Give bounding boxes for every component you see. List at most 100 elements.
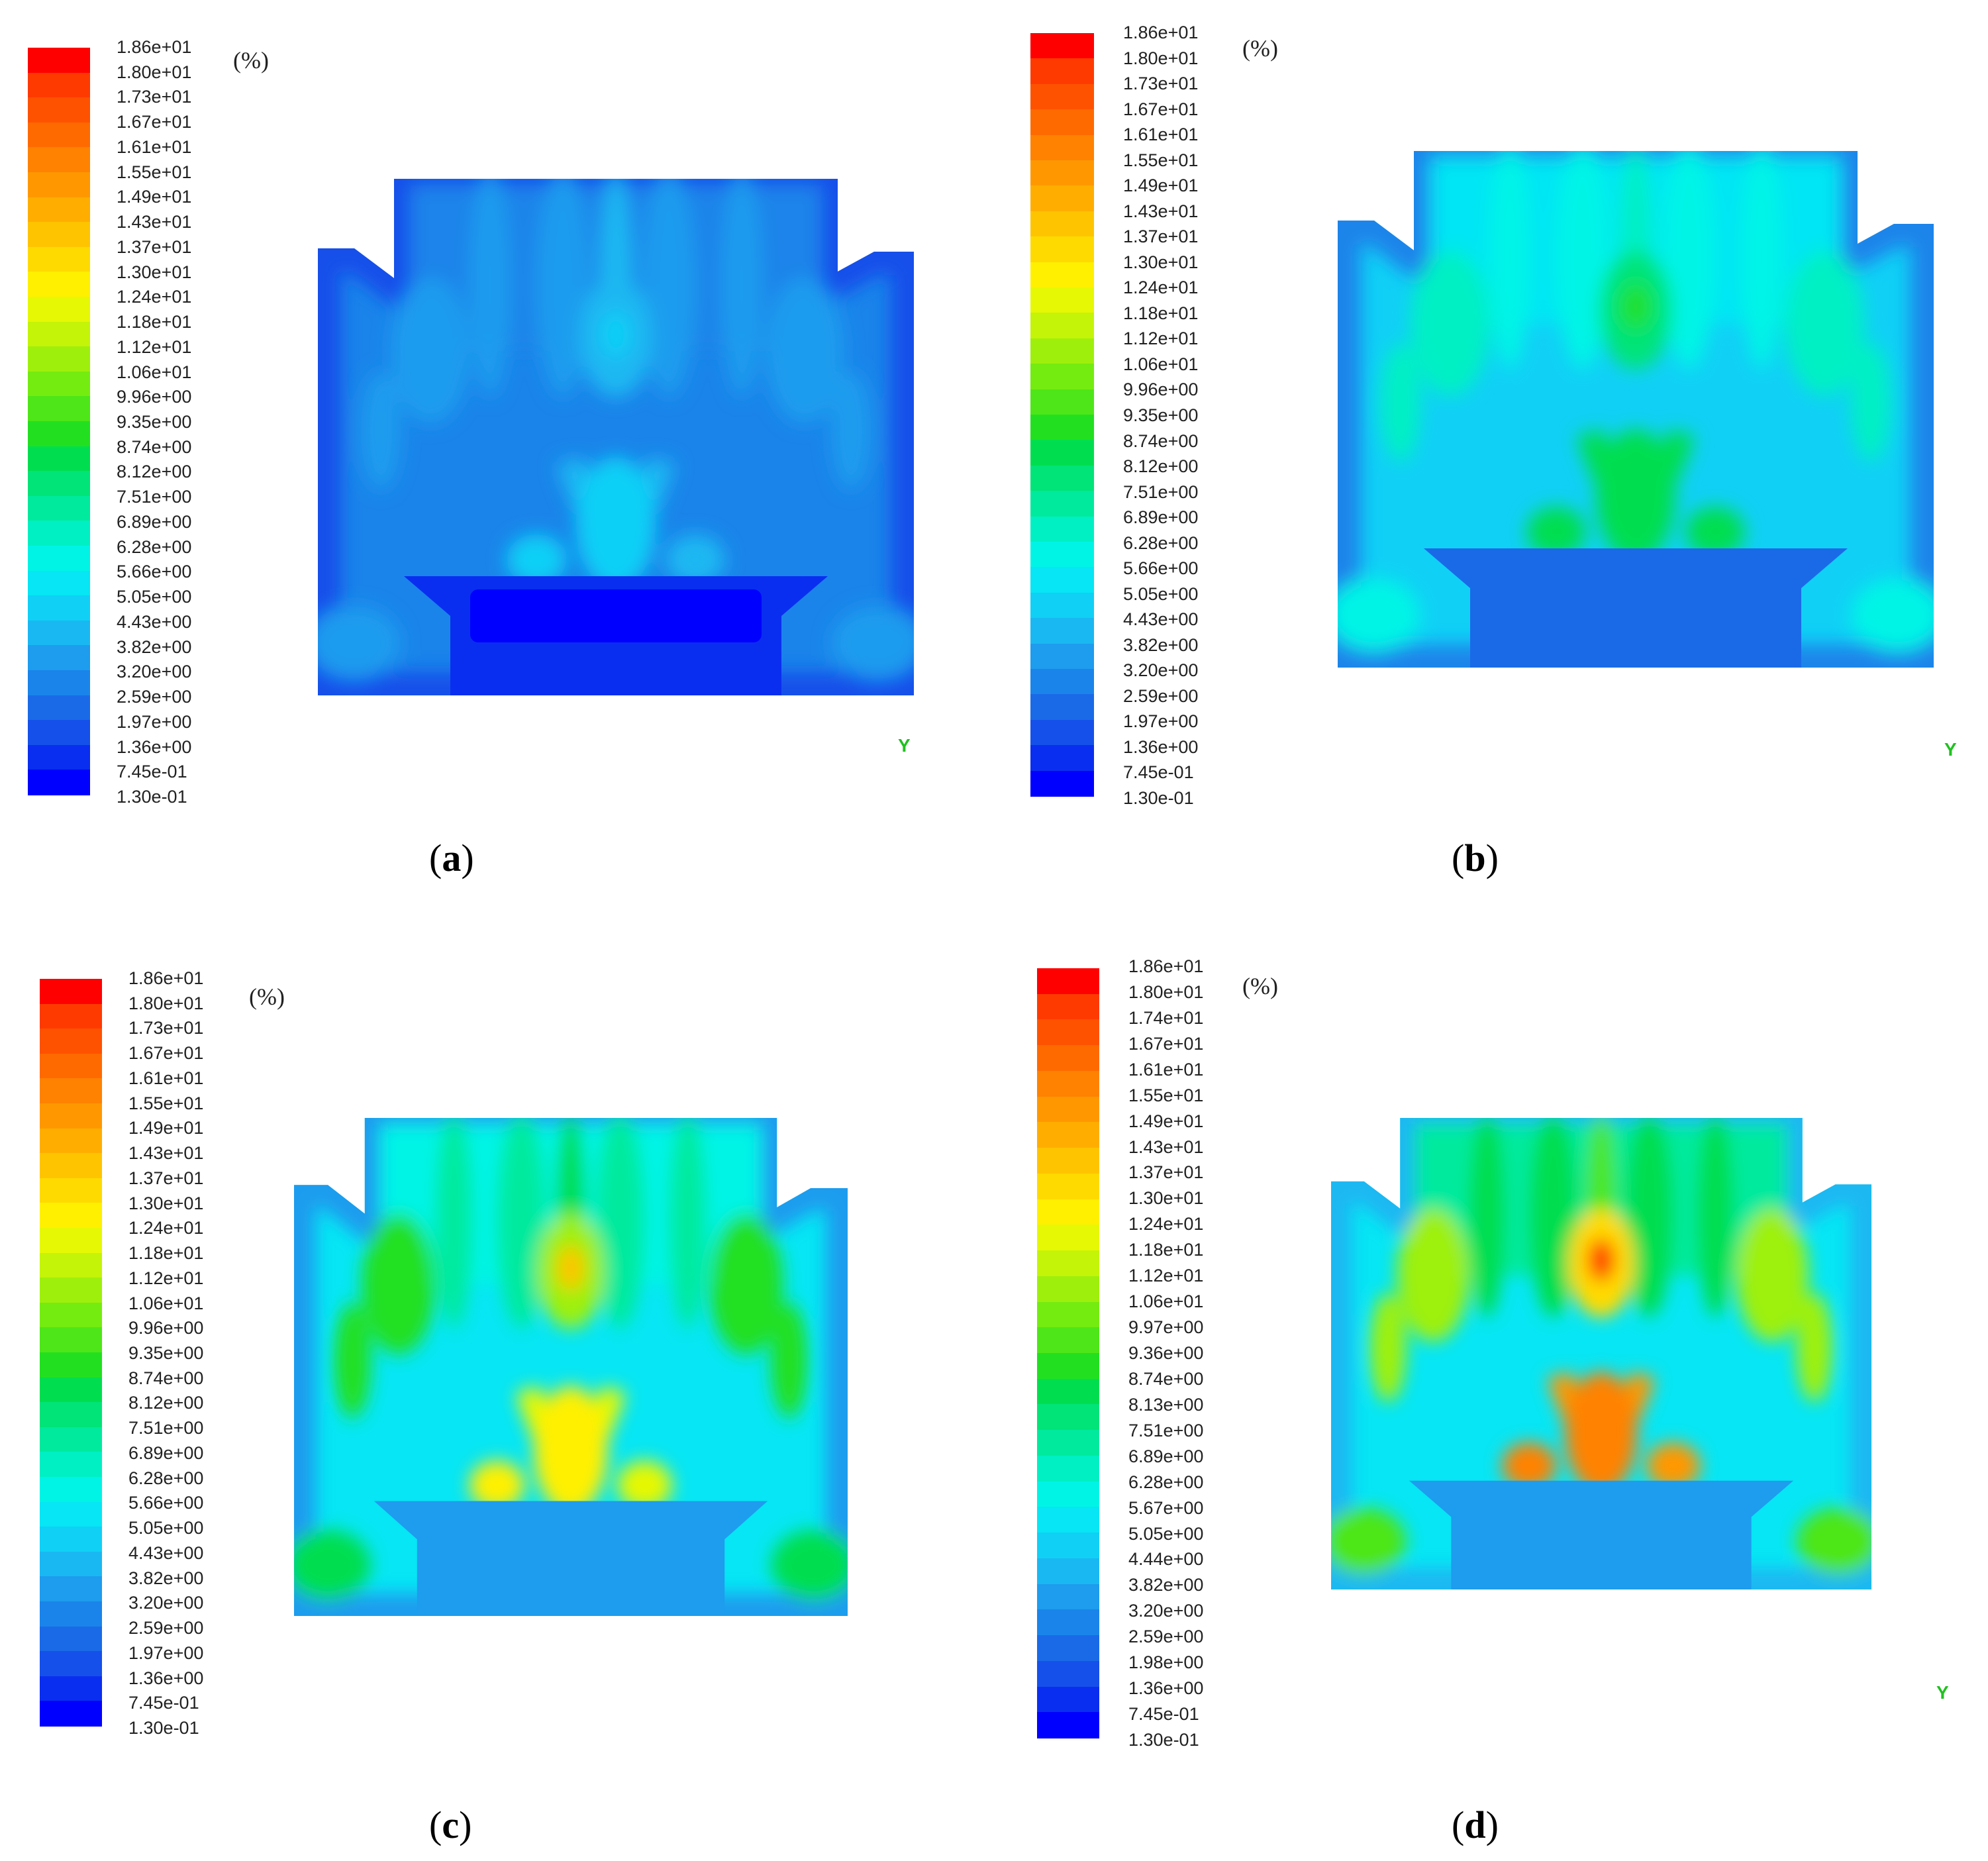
colorbar-tick-label: 1.06e+01 [117, 362, 192, 382]
unit-label-d: (%) [1242, 973, 1278, 999]
colorbar-segment [28, 770, 90, 795]
domain [294, 1118, 848, 1616]
colorbar-tick-label: 1.18e+01 [128, 1243, 204, 1264]
colorbar-segment [1030, 109, 1094, 136]
colorbar-tick-label: 7.45e-01 [1128, 1704, 1199, 1725]
colorbar-tick-label: 3.82e+00 [128, 1568, 204, 1588]
colorbar-segment [40, 1402, 102, 1428]
colorbar-segment [40, 979, 102, 1005]
colorbar-segment [40, 1701, 102, 1727]
colorbar-segment [40, 1053, 102, 1079]
colorbar-segment [1037, 1122, 1099, 1148]
bottom-basin [1409, 1480, 1794, 1589]
side-plume-left [1397, 1208, 1469, 1342]
hotspot-left [1502, 1442, 1556, 1489]
colorbar-tick-label: 1.24e+01 [117, 287, 192, 307]
colorbar-segment [28, 620, 90, 646]
plume-streak [669, 1118, 707, 1329]
colorbar-segment [1030, 415, 1094, 440]
colorbar-segment [1030, 618, 1094, 644]
colorbar-tick-label: 6.28e+00 [1123, 532, 1199, 553]
colorbar-segment [40, 1427, 102, 1452]
colorbar-segment [40, 1527, 102, 1552]
colorbar-segment [40, 1327, 102, 1353]
colorbar-segment [1030, 160, 1094, 186]
colorbar-tick-label: 4.43e+00 [1123, 609, 1199, 630]
colorbar-tick-label: 9.96e+00 [1123, 379, 1199, 400]
colorbar-segment [28, 396, 90, 422]
colorbar-tick-label: 1.80e+01 [1123, 48, 1199, 68]
colorbar-segment [1037, 993, 1099, 1021]
colorbar-tick-label: 1.86e+01 [1123, 23, 1199, 42]
colorbar-tick-label: 5.05e+00 [1128, 1523, 1204, 1544]
axis-triad-a: Y [898, 735, 911, 756]
colorbar-segment [40, 1352, 102, 1378]
colorbar-tick-label: 8.74e+00 [1128, 1368, 1204, 1389]
colorbar-tick-label: 1.12e+01 [1123, 328, 1199, 349]
colorbar-tick-label: 6.28e+00 [117, 536, 192, 557]
caption-d: (d) [1452, 1803, 1499, 1846]
colorbar-tick-label: 7.45e-01 [1123, 762, 1194, 783]
colorbar-segment [1030, 440, 1094, 466]
colorbar-b [1030, 33, 1094, 797]
colorbar-segment [28, 147, 90, 173]
corner-zone-left [318, 606, 401, 679]
colorbar-tick-label: 1.18e+01 [1123, 303, 1199, 323]
contour-map-d [1331, 1118, 1871, 1589]
colorbar-tick-label: 1.67e+01 [128, 1043, 204, 1064]
colorbar-segment [40, 1128, 102, 1154]
colorbar-tick-label: 3.20e+00 [117, 662, 192, 682]
colorbar-tick-label: 2.59e+00 [1128, 1627, 1204, 1647]
colorbar-segment [1037, 1301, 1099, 1328]
colorbar-tick-label: 1.24e+01 [1128, 1214, 1204, 1234]
colorbar-segment [28, 346, 90, 372]
colorbar-segment [1037, 1660, 1099, 1687]
plume-streak [497, 1118, 546, 1329]
colorbar-segment [1037, 1533, 1099, 1559]
plume-streak [1469, 1118, 1505, 1318]
colorbar-tick-label: 9.97e+00 [1128, 1317, 1204, 1338]
colorbar-tick-label: 1.18e+01 [1128, 1240, 1204, 1260]
colorbar-tick-label: 1.37e+01 [128, 1168, 204, 1188]
colorbar-segment [1037, 1327, 1099, 1354]
colorbar-segment [28, 446, 90, 472]
colorbar-tick-label: 1.30e-01 [1123, 788, 1194, 808]
v-plume-core [534, 1385, 608, 1514]
v-plume-core [576, 457, 656, 589]
colorbar-tick-label: 1.80e+01 [128, 993, 204, 1013]
axis-triad-b: Y [1944, 739, 1957, 760]
colorbar-tick-label: 1.49e+01 [1123, 176, 1199, 196]
colorbar-tick-label: 1.67e+01 [1128, 1033, 1204, 1054]
colorbar-tick-label: 5.66e+00 [128, 1493, 204, 1513]
colorbar-tick-label: 3.82e+00 [1128, 1575, 1204, 1595]
colorbar-segment [1037, 1199, 1099, 1225]
plume-streak [1490, 151, 1530, 370]
colorbar-segment [28, 521, 90, 546]
corner-zone-right [770, 1529, 848, 1600]
colorbar-segment [1037, 1635, 1099, 1662]
plume-streak [1662, 151, 1715, 370]
colorbar-tick-label: 8.12e+00 [117, 462, 192, 482]
domain [318, 179, 914, 695]
colorbar-tick-label: 4.43e+00 [117, 611, 192, 632]
corner-zone-right [1851, 578, 1934, 651]
colorbar-tick-label: 8.74e+00 [117, 436, 192, 457]
colorbar-tick-label: 1.06e+01 [128, 1293, 204, 1313]
colorbar-tick-label: 4.43e+00 [128, 1542, 204, 1563]
colorbar-segment [40, 1551, 102, 1577]
colorbar-segment [1030, 643, 1094, 670]
hotspot-right [666, 534, 725, 585]
wall-band [1338, 151, 1934, 668]
colorbar-tick-label: 1.61e+01 [1123, 125, 1199, 145]
colorbar-ticks-a: 1.86e+01 1.80e+01 1.73e+01 1.67e+01 1.61e+01… [117, 38, 209, 807]
colorbar-segment [1030, 338, 1094, 364]
colorbar-tick-label: 1.86e+01 [128, 968, 204, 988]
colorbar-segment [1030, 262, 1094, 288]
colorbar-segment [1030, 669, 1094, 695]
colorbar-segment [1030, 33, 1094, 59]
colorbar-tick-label: 1.97e+00 [117, 711, 192, 732]
contour-map-c [294, 1118, 848, 1616]
colorbar-segment [28, 48, 90, 74]
colorbar-tick-label: 1.36e+00 [117, 736, 192, 757]
basin-core [470, 589, 762, 642]
